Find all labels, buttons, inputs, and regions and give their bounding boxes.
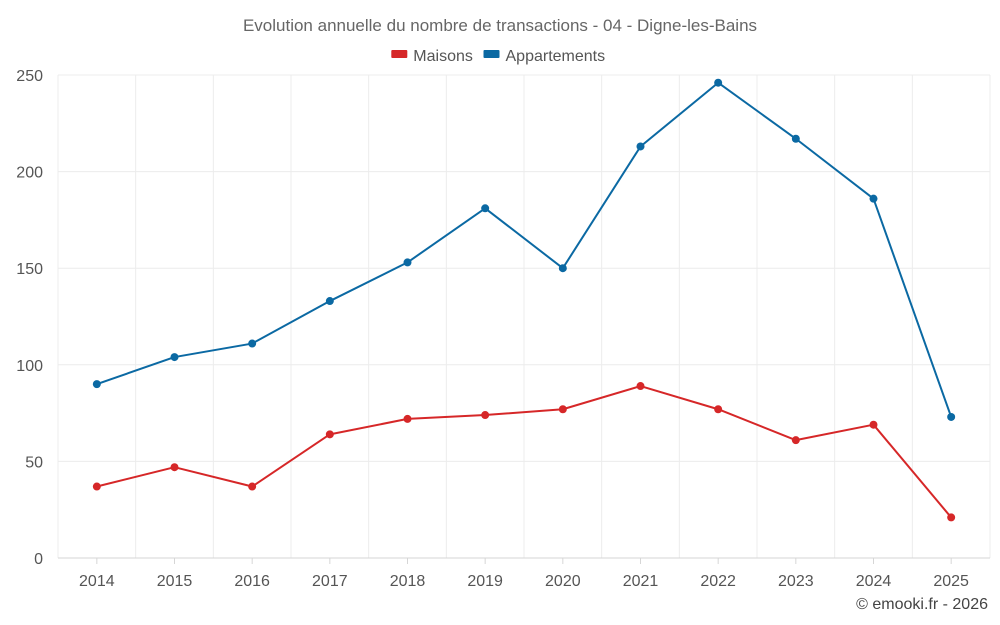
data-point-appartements xyxy=(481,204,490,213)
data-point-maisons xyxy=(170,463,179,472)
grid xyxy=(57,74,991,558)
y-tick-label: 150 xyxy=(16,261,43,278)
y-tick-label: 100 xyxy=(16,358,43,375)
data-point-maisons xyxy=(791,436,800,445)
data-point-maisons xyxy=(869,420,878,429)
chart-title: Evolution annuelle du nombre de transact… xyxy=(243,16,757,35)
x-tick-label: 2020 xyxy=(545,573,581,590)
y-tick-label: 0 xyxy=(34,551,43,568)
data-point-maisons xyxy=(947,513,956,522)
data-point-appartements xyxy=(92,380,101,389)
x-tick-label: 2016 xyxy=(234,573,270,590)
series-line-appartements xyxy=(96,81,953,418)
series xyxy=(92,78,956,522)
x-tick-label: 2015 xyxy=(157,573,193,590)
data-point-appartements xyxy=(869,194,878,203)
data-point-maisons xyxy=(325,430,334,439)
data-point-maisons xyxy=(714,405,723,414)
data-point-appartements xyxy=(947,412,956,421)
axes: 0 50 100 150 200 250 2014 2015 2016 2017 2018 2019 2… xyxy=(16,68,990,590)
data-point-appartements xyxy=(170,353,179,362)
data-point-appartements xyxy=(248,339,257,348)
legend: Maisons Appartements xyxy=(391,48,605,65)
data-point-maisons xyxy=(636,382,645,391)
y-tick-label: 250 xyxy=(16,68,43,85)
y-tick-label: 200 xyxy=(16,165,43,182)
series-line-maisons xyxy=(96,385,952,519)
legend-swatch-appartements xyxy=(483,50,500,58)
data-point-maisons xyxy=(248,482,257,491)
data-point-appartements xyxy=(403,258,412,267)
x-tick-label: 2018 xyxy=(390,573,426,590)
legend-label-maisons: Maisons xyxy=(413,48,473,65)
legend-label-appartements: Appartements xyxy=(506,48,606,65)
data-point-maisons xyxy=(558,405,567,414)
legend-swatch-maisons xyxy=(391,50,408,58)
data-point-appartements xyxy=(714,78,723,87)
data-point-appartements xyxy=(636,142,645,151)
data-point-appartements xyxy=(558,264,567,273)
x-tick-label: 2014 xyxy=(79,573,115,590)
x-tick-label: 2025 xyxy=(933,573,969,590)
x-tick-label: 2017 xyxy=(312,573,348,590)
y-tick-label: 50 xyxy=(25,454,43,471)
data-point-appartements xyxy=(791,134,800,143)
x-tick-label: 2023 xyxy=(778,573,814,590)
credit-text: © emooki.fr - 2026 xyxy=(856,596,988,613)
data-point-maisons xyxy=(403,414,412,423)
x-tick-label: 2021 xyxy=(623,573,659,590)
data-point-appartements xyxy=(325,297,334,306)
x-tick-label: 2024 xyxy=(856,573,892,590)
x-tick-label: 2022 xyxy=(700,573,736,590)
x-tick-label: 2019 xyxy=(467,573,503,590)
data-point-maisons xyxy=(481,411,490,420)
data-point-maisons xyxy=(92,482,101,491)
